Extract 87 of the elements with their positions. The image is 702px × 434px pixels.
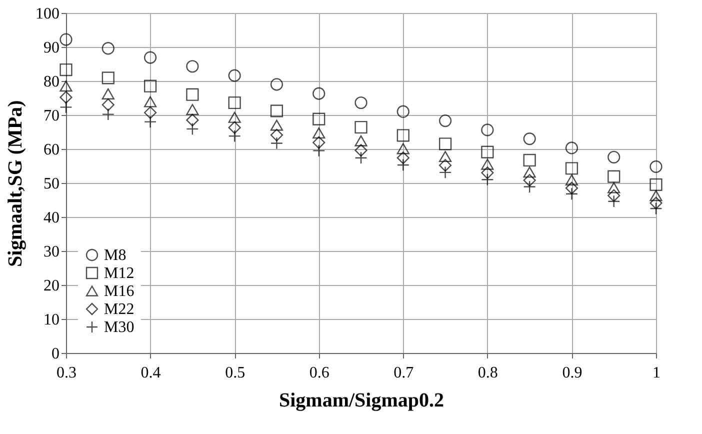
point [396,143,410,154]
point [438,159,452,172]
point [354,144,368,157]
point [650,178,662,191]
legend-label: M8 [104,247,126,264]
point [102,42,114,55]
point [481,124,494,136]
point [270,104,284,118]
point [312,127,326,139]
point [608,150,620,164]
y-tick-label: 90 [44,40,60,56]
point [228,112,241,123]
y-axis-title: Sigmaalt,SG (MPa) [4,100,26,267]
point [396,152,410,164]
y-tick-label: 0 [52,346,60,362]
legend-label: M22 [104,301,134,318]
point [438,114,452,128]
point [186,104,199,116]
y-tick-label: 20 [44,278,60,294]
x-tick-label: 0.9 [562,364,582,382]
point [60,80,72,92]
point [102,98,114,112]
point [354,120,368,134]
x-tick-label: 0.7 [394,364,414,382]
y-tick-label: 60 [44,142,60,158]
y-tick-label: 50 [44,176,60,192]
point [312,87,326,100]
point [144,51,157,64]
point [144,96,157,108]
point [228,69,241,82]
x-tick-label: 0.5 [225,364,246,382]
point [523,174,536,187]
x-tick-label: 0.6 [309,364,330,382]
point [481,166,494,180]
y-tick-label: 80 [44,74,60,90]
y-tick-label: 30 [44,244,60,260]
point [608,170,620,183]
x-tick-label: 1 [652,364,660,382]
point [228,121,241,134]
point [396,129,410,142]
y-tick-label: 40 [44,210,60,226]
point [523,166,536,178]
point [608,182,620,194]
point [396,105,410,118]
point [650,202,662,215]
point [438,138,452,150]
point [186,114,199,126]
point [270,78,284,91]
point [608,189,620,202]
y-tick-label: 10 [44,312,60,328]
point [565,182,578,194]
point [354,96,368,110]
point [60,33,72,46]
legend-label: M12 [104,265,134,282]
point [438,150,452,162]
point [186,60,199,73]
x-axis-title: Sigmam/Sigmap0.2 [278,390,444,412]
legend-label: M16 [104,283,134,300]
point [565,162,578,175]
point [312,112,326,126]
point [186,88,199,101]
point [60,63,72,76]
x-tick-label: 0.8 [478,364,498,382]
point [102,72,114,84]
point [228,96,241,110]
point [270,120,284,131]
point [650,190,662,202]
y-tick-label: 100 [36,6,60,22]
point [481,158,494,170]
point [481,146,494,158]
x-tick-label: 0.4 [140,364,161,382]
point [60,91,72,104]
y-tick-label: 70 [44,108,60,124]
point [102,88,114,100]
point [650,160,662,173]
point [144,106,157,119]
point [312,136,326,149]
point [650,196,662,210]
point [523,132,536,146]
legend-label: M30 [104,319,134,336]
point [523,154,536,167]
point [565,174,578,186]
point [144,80,157,92]
point [270,128,284,142]
point [565,142,578,154]
point [354,135,368,146]
x-tick-label: 0.3 [56,364,76,382]
